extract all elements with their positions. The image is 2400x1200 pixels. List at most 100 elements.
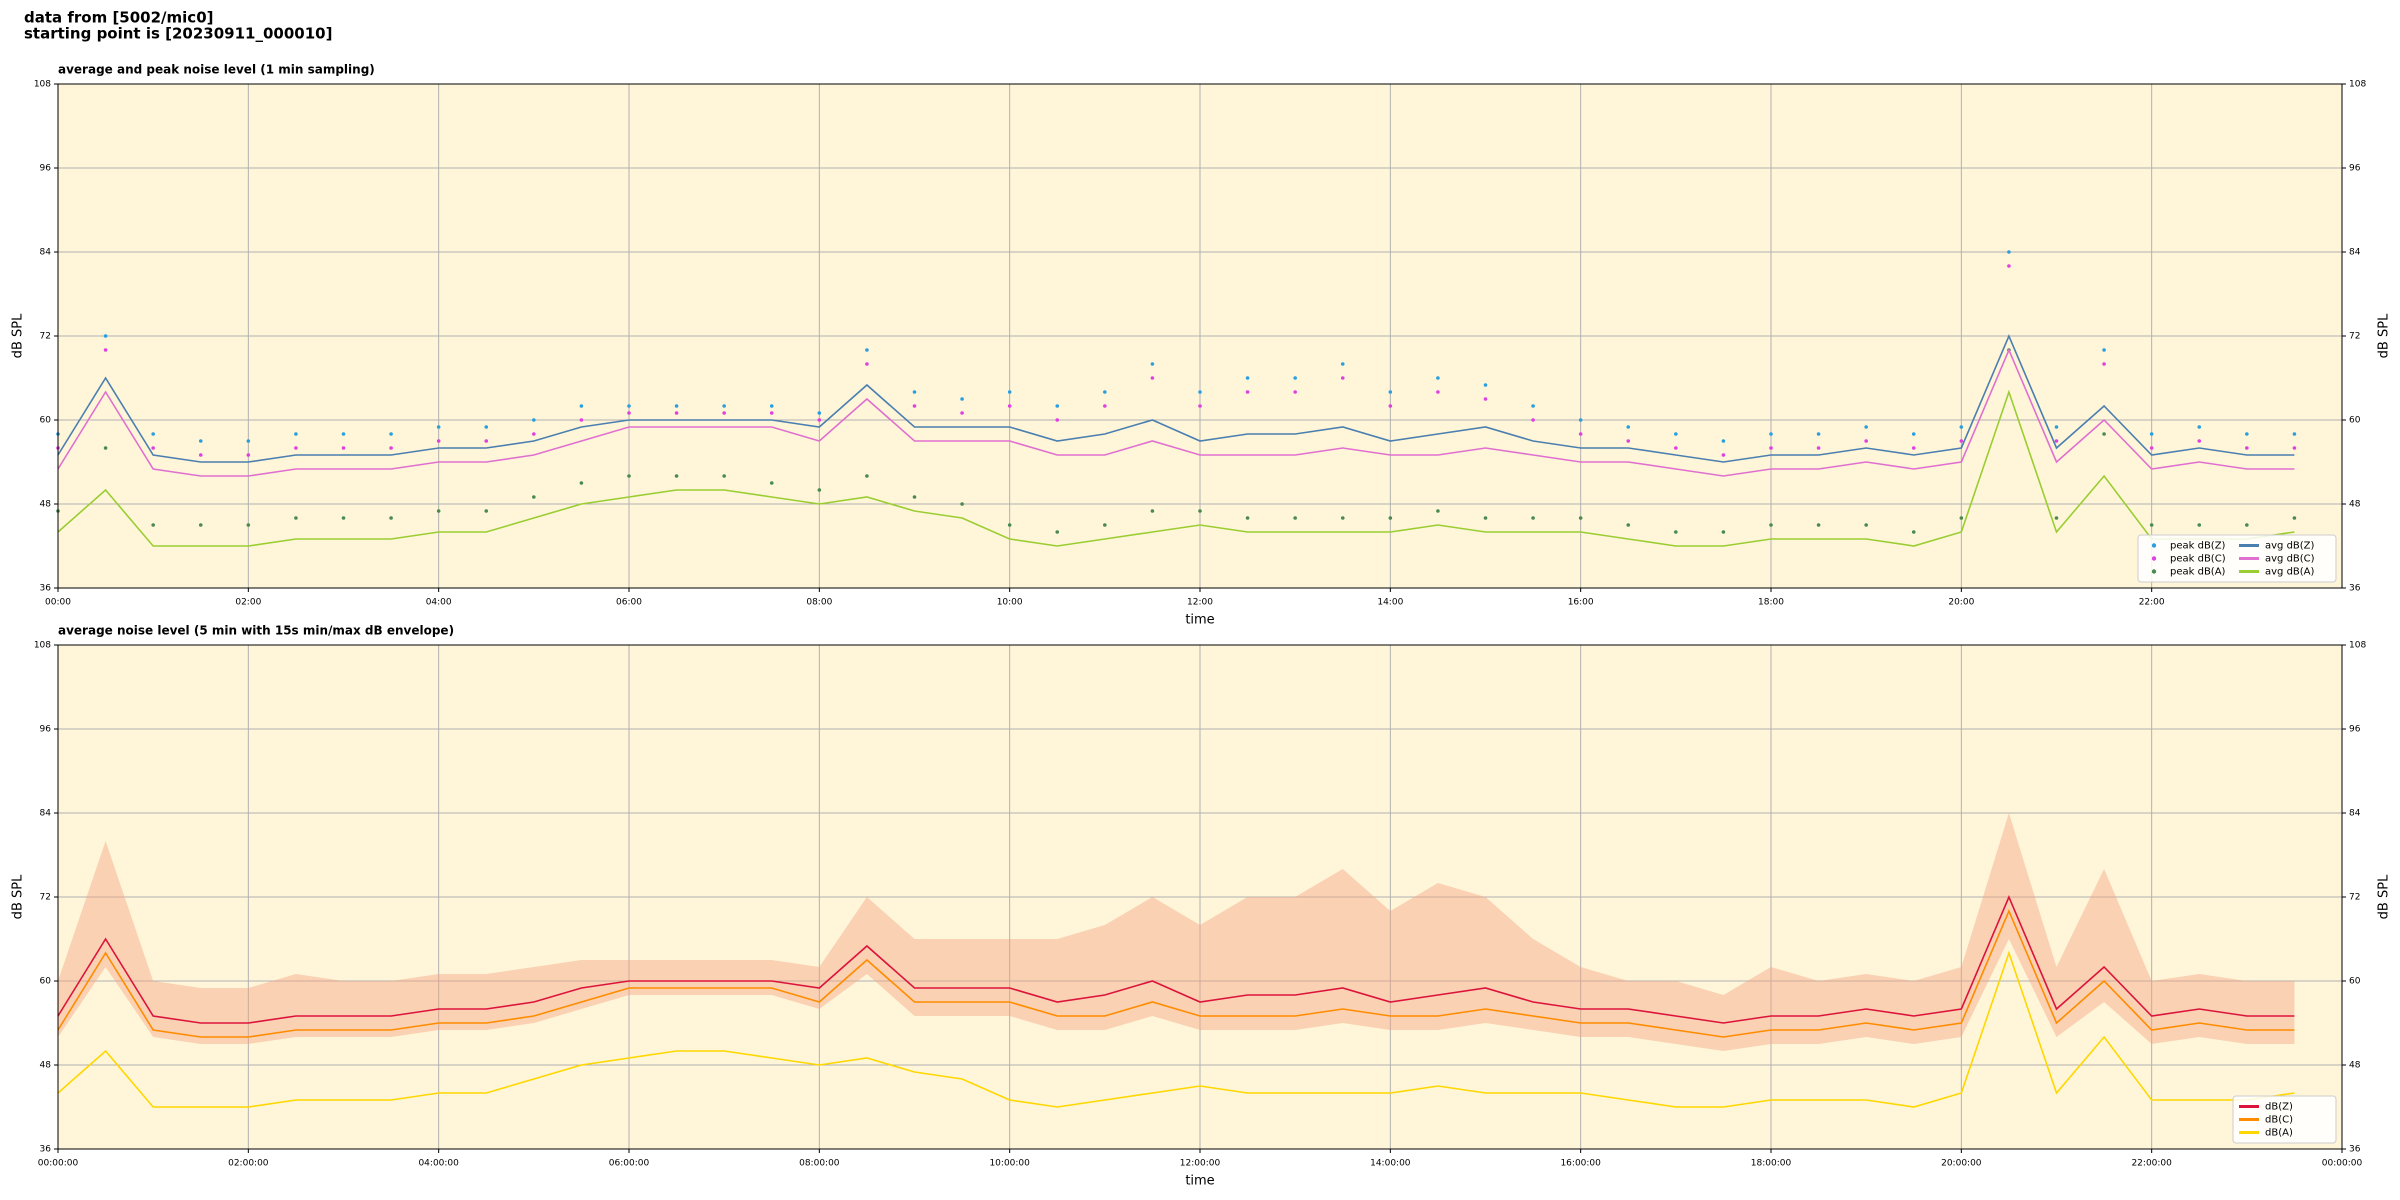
peak-point xyxy=(341,446,346,450)
x-tick-label: 00:00 xyxy=(45,598,71,608)
plot-frame xyxy=(57,644,2343,1150)
peak-point xyxy=(579,418,584,422)
header-line: starting point is [20230911_000010] xyxy=(24,25,332,43)
peak-point xyxy=(1103,523,1107,527)
peak-point xyxy=(1721,439,1726,443)
y2-tick-label: 84 xyxy=(2349,248,2361,258)
peak-point xyxy=(1245,516,1250,520)
y2-tick-label: 72 xyxy=(2349,332,2360,342)
peak-point xyxy=(1578,432,1583,436)
peak-point xyxy=(1483,516,1488,520)
peak-point xyxy=(2007,250,2011,254)
peak-point xyxy=(103,446,108,450)
x-tick-label: 00:00:00 xyxy=(38,1159,79,1169)
x-tick-label: 08:00 xyxy=(806,598,832,608)
legend-label: dB(Z) xyxy=(2265,1102,2293,1113)
y-tick-label: 48 xyxy=(40,1061,52,1071)
peak-point xyxy=(1198,404,1202,408)
peak-point xyxy=(579,404,584,408)
legend-box xyxy=(2137,534,2337,583)
y2-tick-label: 108 xyxy=(2349,80,2366,90)
peak-point xyxy=(1007,404,1012,408)
peak-point xyxy=(769,481,774,485)
peak-point xyxy=(2245,432,2249,436)
x-tick-label: 20:00:00 xyxy=(1941,1159,1982,1169)
y-tick-label: 108 xyxy=(34,641,51,651)
peak-point xyxy=(912,404,917,408)
peak-point xyxy=(2245,523,2249,527)
peak-point xyxy=(1055,530,1060,534)
peak-point xyxy=(1864,439,1868,443)
x-axis-label: time xyxy=(1185,613,1214,628)
peak-point xyxy=(1055,418,1060,422)
y2-tick-label: 108 xyxy=(2349,641,2366,651)
peak-point xyxy=(1911,432,1916,436)
peak-point xyxy=(294,432,298,436)
y-tick-label: 96 xyxy=(40,164,52,174)
peak-point xyxy=(1864,523,1868,527)
y-axis-label: dB SPL xyxy=(11,313,26,358)
x-tick-label: 22:00 xyxy=(2139,598,2165,608)
legend-marker xyxy=(2151,569,2157,574)
peak-point xyxy=(1721,453,1726,457)
y-tick-label: 84 xyxy=(40,809,52,819)
peak-point xyxy=(627,474,631,478)
peak-point xyxy=(912,390,917,394)
x-axis-label: time xyxy=(1185,1174,1214,1189)
peak-point xyxy=(1388,516,1393,520)
y2-tick-label: 84 xyxy=(2349,809,2361,819)
peak-point xyxy=(532,495,536,499)
series-line xyxy=(57,950,2295,1108)
peak-point xyxy=(103,334,108,338)
peak-point xyxy=(1293,516,1297,520)
peak-point xyxy=(389,516,393,520)
peak-point xyxy=(1578,418,1583,422)
peak-point xyxy=(2149,523,2154,527)
peak-point xyxy=(1245,390,1250,394)
peak-point xyxy=(2197,439,2202,443)
peak-point xyxy=(674,474,679,478)
peak-point xyxy=(2197,425,2202,429)
legend-label: dB(A) xyxy=(2265,1128,2293,1139)
peak-point xyxy=(960,502,964,506)
x-tick-label: 08:00:00 xyxy=(799,1159,840,1169)
peak-point xyxy=(1769,432,1773,436)
series-line xyxy=(57,333,2295,463)
peak-point xyxy=(151,523,155,527)
legend-marker xyxy=(2151,556,2157,561)
peak-point xyxy=(532,432,536,436)
peak-point xyxy=(1674,446,1678,450)
peak-point xyxy=(722,404,726,408)
legend-label: peak dB(C) xyxy=(2170,554,2226,565)
peak-point xyxy=(1007,390,1012,394)
legend-marker xyxy=(2151,543,2157,548)
peak-point xyxy=(484,509,489,513)
peak-point xyxy=(1293,390,1297,394)
peak-point xyxy=(2054,439,2059,443)
x-tick-label: 22:00:00 xyxy=(2131,1159,2172,1169)
x-tick-label: 18:00 xyxy=(1758,598,1784,608)
peak-point xyxy=(627,411,631,415)
y-tick-label: 48 xyxy=(40,500,52,510)
x-tick-label: 14:00:00 xyxy=(1370,1159,1411,1169)
peak-point xyxy=(817,418,822,422)
x-tick-label: 02:00 xyxy=(235,598,261,608)
peak-point xyxy=(1531,418,1535,422)
chart-title: average noise level (5 min with 15s min/… xyxy=(58,624,454,638)
peak-point xyxy=(484,439,489,443)
peak-point xyxy=(1531,516,1535,520)
x-tick-label: 12:00:00 xyxy=(1180,1159,1221,1169)
x-tick-label: 02:00:00 xyxy=(228,1159,269,1169)
peak-point xyxy=(1578,516,1583,520)
legend-label: avg dB(Z) xyxy=(2265,541,2315,552)
x-tick-label: 00:00:00 xyxy=(2322,1159,2363,1169)
plot-frame xyxy=(57,83,2343,589)
peak-point xyxy=(436,425,441,429)
peak-point xyxy=(103,348,108,352)
x-tick-label: 12:00 xyxy=(1187,598,1213,608)
peak-point xyxy=(2149,432,2154,436)
x-tick-label: 04:00:00 xyxy=(418,1159,459,1169)
peak-point xyxy=(341,516,346,520)
y2-tick-label: 48 xyxy=(2349,1061,2361,1071)
peak-point xyxy=(1864,425,1868,429)
